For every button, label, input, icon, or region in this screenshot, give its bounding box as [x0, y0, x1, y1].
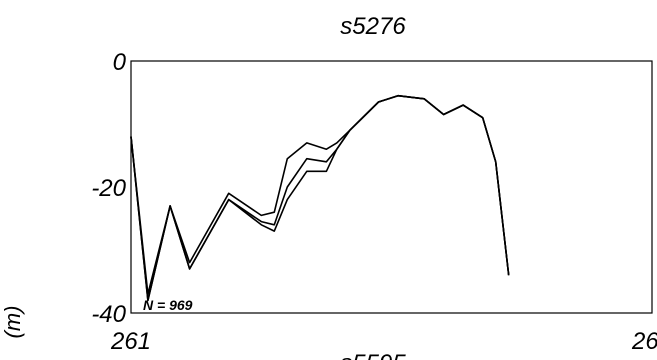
y-tick-label: 0 [113, 49, 127, 76]
x-axis: 261 265 [110, 328, 657, 355]
x-tick-label: 261 [110, 328, 151, 355]
y-axis-label: (m) [0, 306, 25, 339]
plot-area-frame [130, 60, 653, 314]
next-chart-title: s5595 [340, 350, 406, 360]
y-tick-label: -40 [91, 301, 126, 328]
series-line-3 [130, 94, 510, 302]
sample-count-annotation: N = 969 [143, 297, 193, 313]
x-tick-label: 265 [631, 328, 657, 355]
y-tick-label: -20 [91, 175, 126, 202]
y-axis: 0 -20 -40 [91, 49, 126, 328]
chart-title: s5276 [340, 13, 406, 40]
series-line-2 [130, 94, 510, 302]
series-layer [130, 94, 510, 302]
